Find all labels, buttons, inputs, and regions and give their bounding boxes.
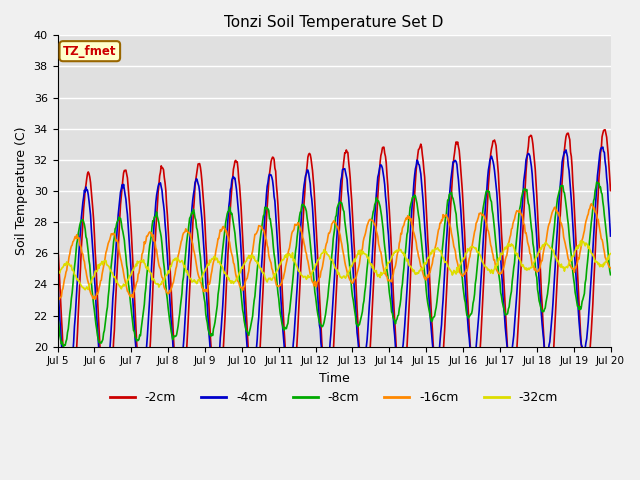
-8cm — [607, 272, 614, 277]
-2cm — [602, 127, 609, 132]
-32cm — [176, 259, 184, 265]
-16cm — [199, 285, 207, 291]
-4cm — [435, 352, 442, 358]
Line: -8cm: -8cm — [58, 182, 611, 347]
-8cm — [54, 313, 61, 319]
-4cm — [599, 144, 607, 150]
-8cm — [593, 179, 600, 185]
-4cm — [176, 378, 184, 384]
-32cm — [81, 287, 89, 293]
-2cm — [557, 207, 564, 213]
-16cm — [326, 230, 333, 236]
-4cm — [607, 233, 614, 239]
Y-axis label: Soil Temperature (C): Soil Temperature (C) — [15, 127, 28, 255]
-4cm — [200, 239, 207, 245]
-32cm — [577, 238, 584, 244]
Title: Tonzi Soil Temperature Set D: Tonzi Soil Temperature Set D — [225, 15, 444, 30]
-16cm — [607, 265, 614, 271]
-8cm — [557, 183, 564, 189]
-4cm — [380, 175, 388, 181]
Line: -32cm: -32cm — [58, 241, 611, 290]
-2cm — [54, 234, 61, 240]
-2cm — [326, 390, 334, 396]
-8cm — [435, 284, 442, 290]
-4cm — [63, 391, 70, 397]
Text: TZ_fmet: TZ_fmet — [63, 45, 116, 58]
-32cm — [200, 270, 207, 276]
-4cm — [557, 179, 564, 184]
-16cm — [54, 297, 61, 303]
-16cm — [434, 231, 442, 237]
-32cm — [54, 273, 61, 279]
-16cm — [380, 264, 387, 270]
-8cm — [60, 344, 67, 349]
-4cm — [54, 276, 61, 282]
-8cm — [326, 271, 334, 276]
-32cm — [435, 247, 442, 253]
-16cm — [556, 215, 564, 220]
-2cm — [176, 409, 184, 415]
-8cm — [176, 311, 184, 317]
-2cm — [200, 197, 207, 203]
-16cm — [175, 250, 182, 256]
-32cm — [326, 256, 334, 262]
-32cm — [557, 264, 564, 270]
-32cm — [380, 270, 388, 276]
Line: -16cm: -16cm — [58, 204, 611, 300]
Line: -4cm: -4cm — [58, 147, 611, 394]
-4cm — [326, 339, 334, 345]
-8cm — [380, 237, 388, 242]
-32cm — [607, 251, 614, 256]
-2cm — [607, 188, 614, 193]
X-axis label: Time: Time — [319, 372, 349, 385]
Line: -2cm: -2cm — [58, 130, 611, 425]
-8cm — [200, 289, 207, 295]
-2cm — [380, 144, 388, 150]
-16cm — [588, 201, 595, 206]
-2cm — [435, 391, 442, 396]
Legend: -2cm, -4cm, -8cm, -16cm, -32cm: -2cm, -4cm, -8cm, -16cm, -32cm — [105, 386, 563, 409]
-2cm — [66, 422, 74, 428]
